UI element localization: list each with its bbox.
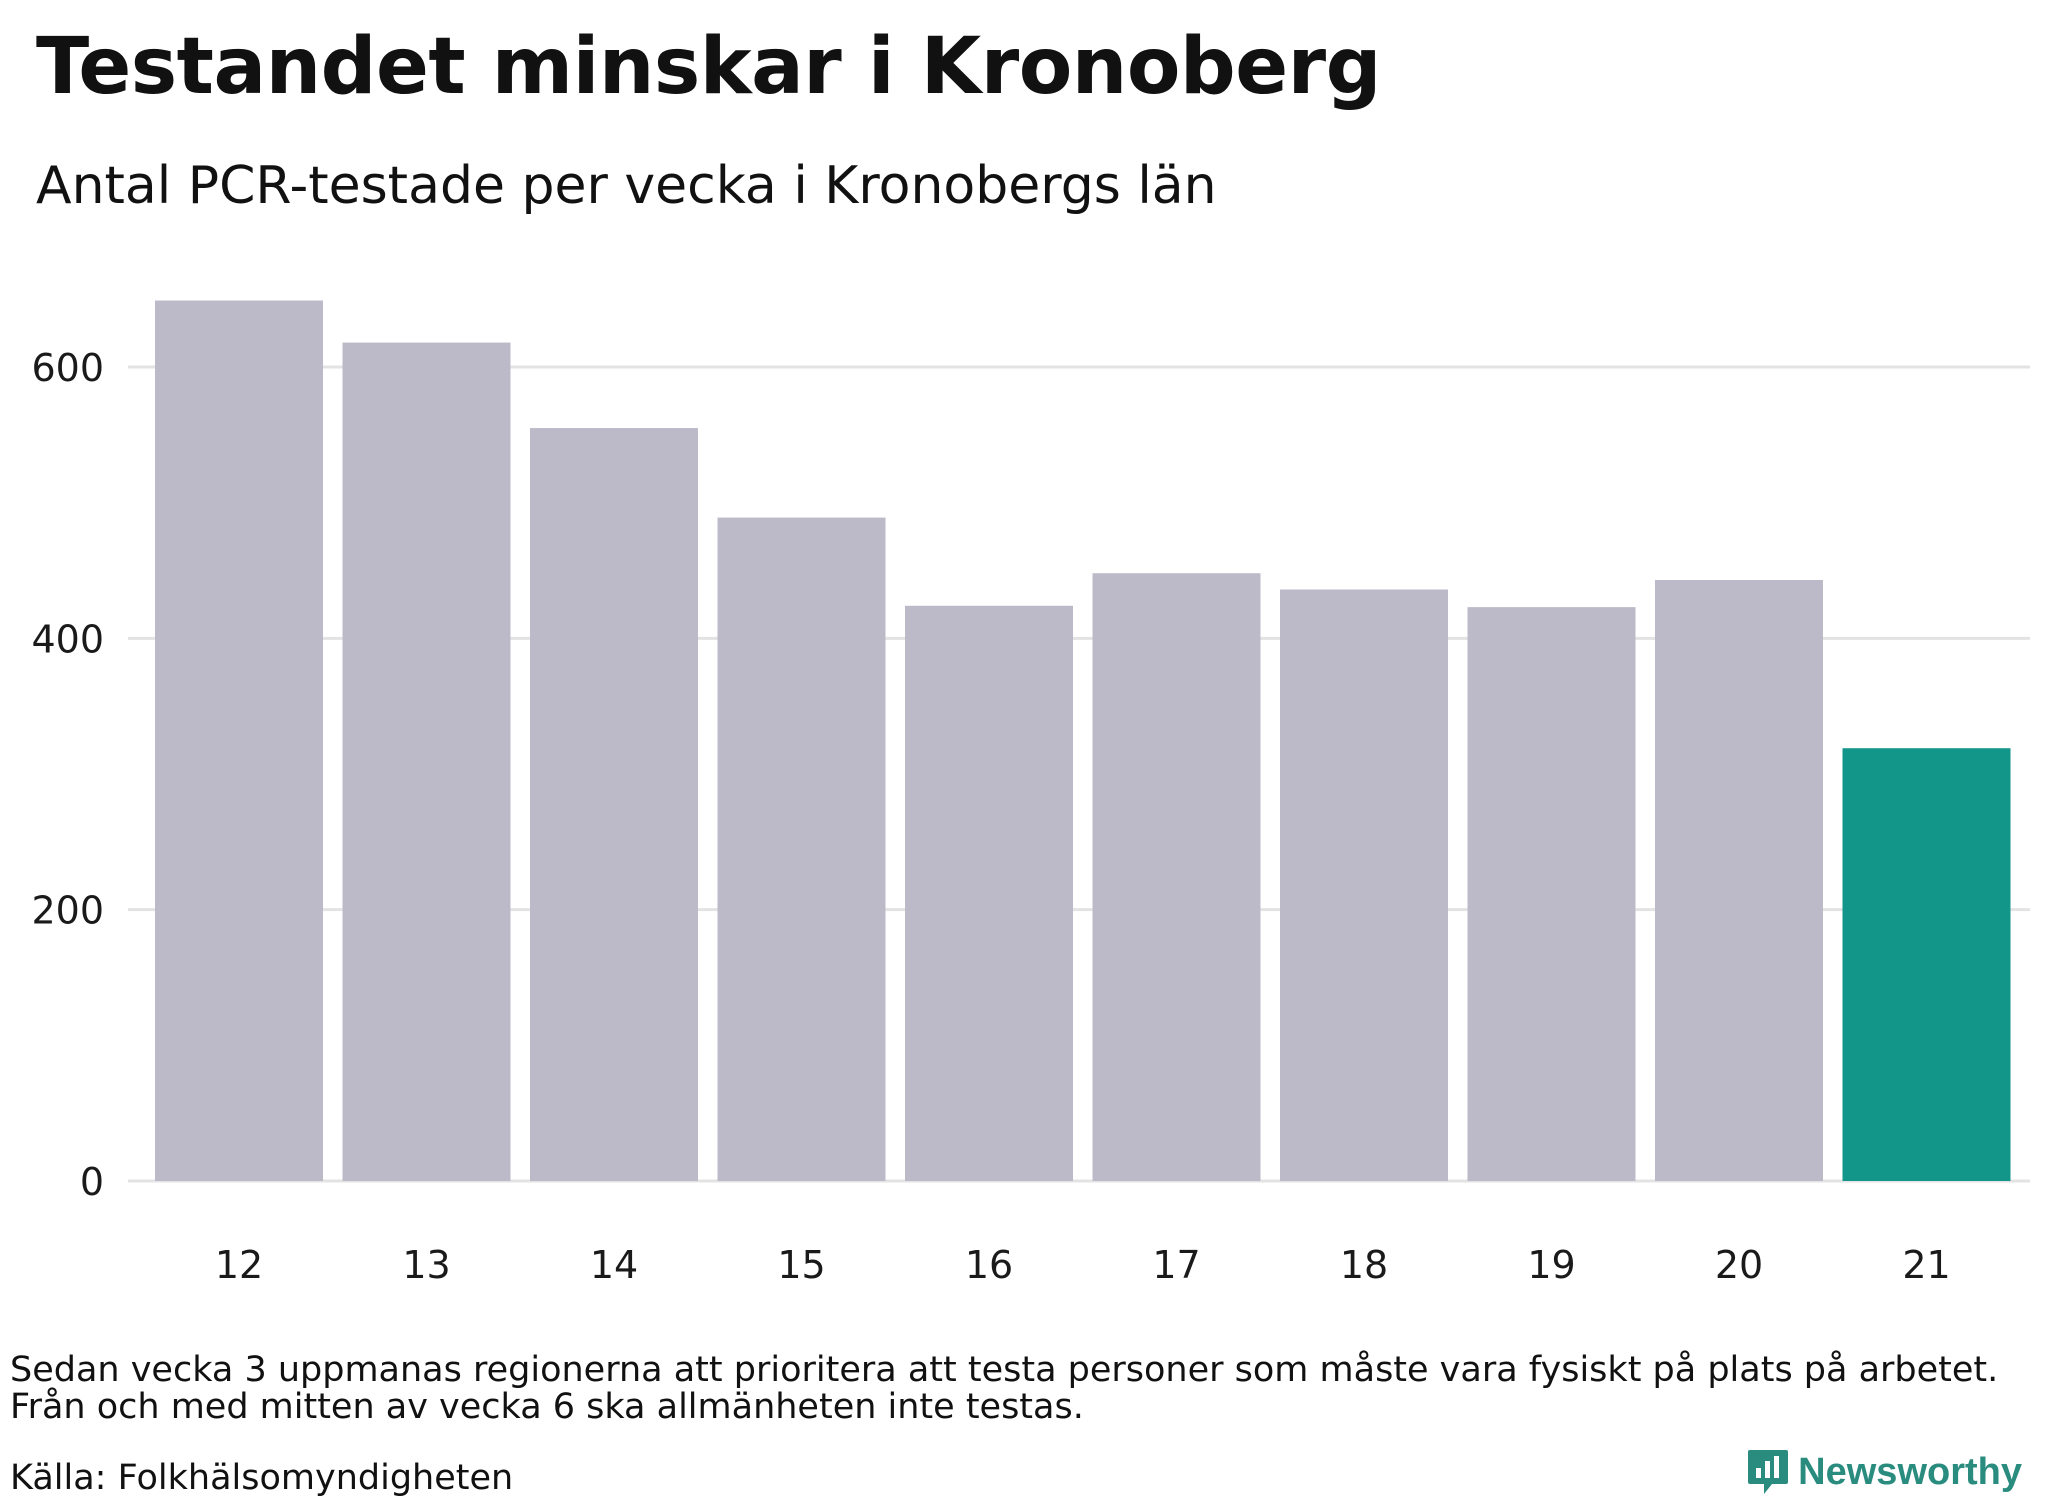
bars	[155, 300, 2011, 1182]
footnote-line-2: Från och med mitten av vecka 6 ska allmä…	[10, 1387, 1084, 1427]
bar-week-19	[1467, 607, 1636, 1181]
source-text: Källa: Folkhälsomyndigheten	[10, 1458, 514, 1498]
bar-week-20	[1655, 579, 1823, 1181]
x-tick-label: 12	[215, 1243, 263, 1287]
y-tick-label: 0	[80, 1160, 104, 1204]
bar-chart: 0 200 400 600 12 13 14 15 16 17 18 19 20 21	[31, 300, 2030, 1287]
bar-week-16	[905, 605, 1073, 1181]
bar-week-17	[1092, 573, 1261, 1181]
bar-week-12	[155, 300, 323, 1182]
x-tick-label: 17	[1152, 1243, 1200, 1287]
x-tick-label: 14	[590, 1243, 638, 1287]
newsworthy-logo-text: Newsworthy	[1798, 1450, 2022, 1493]
chart-subtitle: Antal PCR-testade per vecka i Kronobergs…	[36, 156, 1217, 216]
footnote-line-1: Sedan vecka 3 uppmanas regionerna att pr…	[10, 1350, 1999, 1390]
x-tick-label: 15	[777, 1243, 825, 1287]
y-tick-label: 200	[31, 889, 104, 933]
bar-week-13	[342, 342, 511, 1182]
x-tick-label: 21	[1902, 1243, 1950, 1287]
bar-week-14	[530, 428, 698, 1181]
newsworthy-logo: Newsworthy	[1746, 1448, 2022, 1496]
bar-week-18	[1280, 589, 1448, 1181]
x-tick-label: 16	[965, 1243, 1013, 1287]
x-tick-label: 19	[1527, 1243, 1575, 1287]
x-tick-label: 20	[1715, 1243, 1763, 1287]
y-tick-label: 400	[31, 617, 104, 661]
x-tick-label: 13	[402, 1243, 450, 1287]
x-tick-label: 18	[1340, 1243, 1388, 1287]
bar-week-21	[1842, 748, 2011, 1181]
chart-title: Testandet minskar i Kronoberg	[36, 22, 1381, 112]
bar-week-15	[717, 517, 886, 1181]
y-axis-ticks: 0 200 400 600	[31, 346, 104, 1204]
newsworthy-logo-icon	[1748, 1450, 1789, 1494]
x-axis-ticks: 12 13 14 15 16 17 18 19 20 21	[215, 1243, 1951, 1287]
y-tick-label: 600	[31, 346, 104, 390]
